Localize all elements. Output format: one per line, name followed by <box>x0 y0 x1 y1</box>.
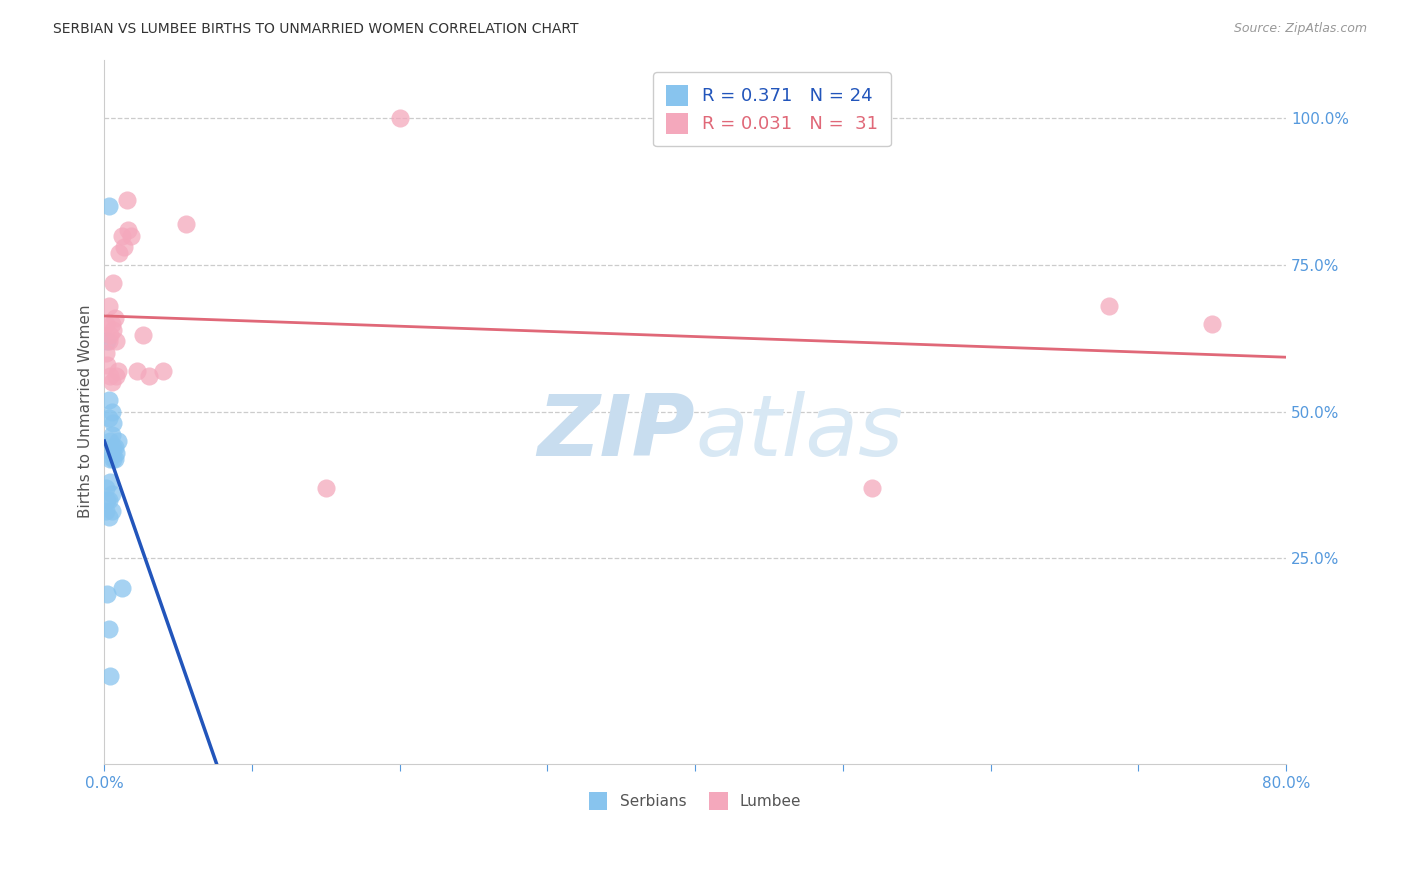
Point <box>98 451 121 466</box>
Point <box>103 440 125 454</box>
Point <box>117 223 139 237</box>
Point <box>105 446 128 460</box>
Point <box>100 317 122 331</box>
Point <box>105 334 128 349</box>
Point <box>94 346 117 360</box>
Point <box>94 504 117 518</box>
Point <box>100 446 122 460</box>
Point <box>97 510 120 524</box>
Point <box>96 492 118 507</box>
Point <box>97 410 120 425</box>
Point <box>96 587 118 601</box>
Point <box>115 194 138 208</box>
Point <box>104 310 127 325</box>
Point <box>97 299 120 313</box>
Point <box>152 364 174 378</box>
Point <box>94 481 117 495</box>
Point <box>174 217 197 231</box>
Point <box>1201 317 1223 331</box>
Point <box>100 405 122 419</box>
Point <box>108 246 131 260</box>
Point <box>125 364 148 378</box>
Point <box>97 392 120 407</box>
Point <box>100 376 122 390</box>
Point <box>100 428 122 442</box>
Point <box>97 199 120 213</box>
Point <box>96 334 118 349</box>
Point <box>103 417 125 431</box>
Point <box>388 112 411 126</box>
Text: ZIP: ZIP <box>537 392 695 475</box>
Point <box>112 240 135 254</box>
Point <box>107 364 129 378</box>
Point <box>98 434 121 448</box>
Point <box>104 451 127 466</box>
Point <box>98 669 121 683</box>
Point <box>98 369 121 384</box>
Y-axis label: Births to Unmarried Women: Births to Unmarried Women <box>79 305 93 518</box>
Point <box>107 434 129 448</box>
Text: atlas: atlas <box>695 392 903 475</box>
Point <box>97 492 120 507</box>
Point <box>105 369 128 384</box>
Point <box>100 504 122 518</box>
Point <box>1098 299 1121 313</box>
Point <box>138 369 160 384</box>
Point <box>97 334 120 349</box>
Point <box>315 481 337 495</box>
Point <box>111 228 134 243</box>
Point <box>132 328 155 343</box>
Point <box>103 451 125 466</box>
Point <box>111 581 134 595</box>
Point <box>94 317 117 331</box>
Point <box>103 276 125 290</box>
Point <box>98 475 121 490</box>
Point <box>103 322 125 336</box>
Point <box>104 440 127 454</box>
Point <box>97 622 120 636</box>
Legend: Serbians, Lumbee: Serbians, Lumbee <box>583 786 807 816</box>
Point <box>96 358 118 372</box>
Point <box>860 481 883 495</box>
Text: SERBIAN VS LUMBEE BIRTHS TO UNMARRIED WOMEN CORRELATION CHART: SERBIAN VS LUMBEE BIRTHS TO UNMARRIED WO… <box>53 22 579 37</box>
Point <box>120 228 142 243</box>
Text: Source: ZipAtlas.com: Source: ZipAtlas.com <box>1233 22 1367 36</box>
Point <box>98 328 121 343</box>
Point <box>100 487 122 501</box>
